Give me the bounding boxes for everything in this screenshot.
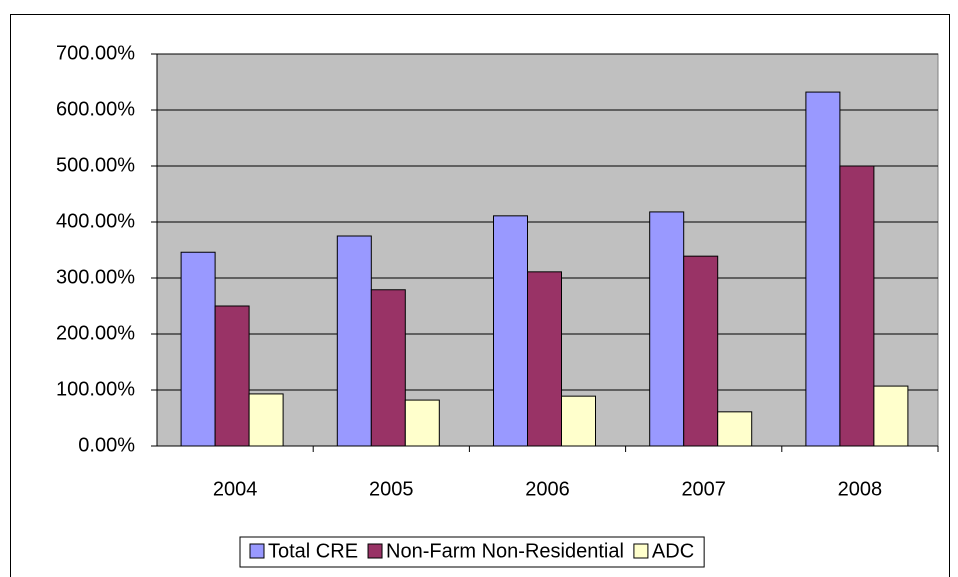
legend-label: Total CRE bbox=[268, 540, 358, 562]
y-tick-label: 100.00% bbox=[56, 378, 135, 400]
bar bbox=[493, 215, 528, 447]
y-tick-label: 700.00% bbox=[56, 42, 135, 64]
y-tick-label: 500.00% bbox=[56, 154, 135, 176]
y-tick-label: 600.00% bbox=[56, 98, 135, 120]
legend bbox=[239, 536, 705, 568]
bar bbox=[717, 411, 753, 447]
legend-swatch bbox=[633, 543, 649, 559]
bar bbox=[873, 385, 909, 447]
legend-label: ADC bbox=[652, 540, 694, 562]
y-tick-label: 0.00% bbox=[78, 434, 135, 456]
y-tick-label: 300.00% bbox=[56, 266, 135, 288]
legend-label: Non-Farm Non-Residential bbox=[386, 540, 624, 562]
bar bbox=[527, 271, 562, 447]
x-tick-label: 2007 bbox=[681, 478, 726, 500]
bar bbox=[214, 305, 250, 447]
x-tick-label: 2005 bbox=[369, 478, 414, 500]
y-tick-label: 400.00% bbox=[56, 210, 135, 232]
legend-swatch bbox=[249, 543, 265, 559]
bar bbox=[180, 251, 216, 447]
x-tick-label: 2004 bbox=[213, 478, 258, 500]
y-tick-label: 200.00% bbox=[56, 322, 135, 344]
x-tick-label: 2008 bbox=[838, 478, 883, 500]
bar bbox=[561, 395, 596, 447]
legend-swatch bbox=[367, 543, 383, 559]
bar bbox=[370, 289, 406, 447]
bar bbox=[683, 255, 719, 447]
bar bbox=[649, 211, 685, 447]
bar bbox=[839, 165, 875, 447]
bar bbox=[336, 235, 372, 447]
bar bbox=[805, 91, 841, 447]
bar bbox=[404, 399, 440, 447]
x-tick-label: 2006 bbox=[525, 478, 570, 500]
bar bbox=[248, 393, 284, 447]
